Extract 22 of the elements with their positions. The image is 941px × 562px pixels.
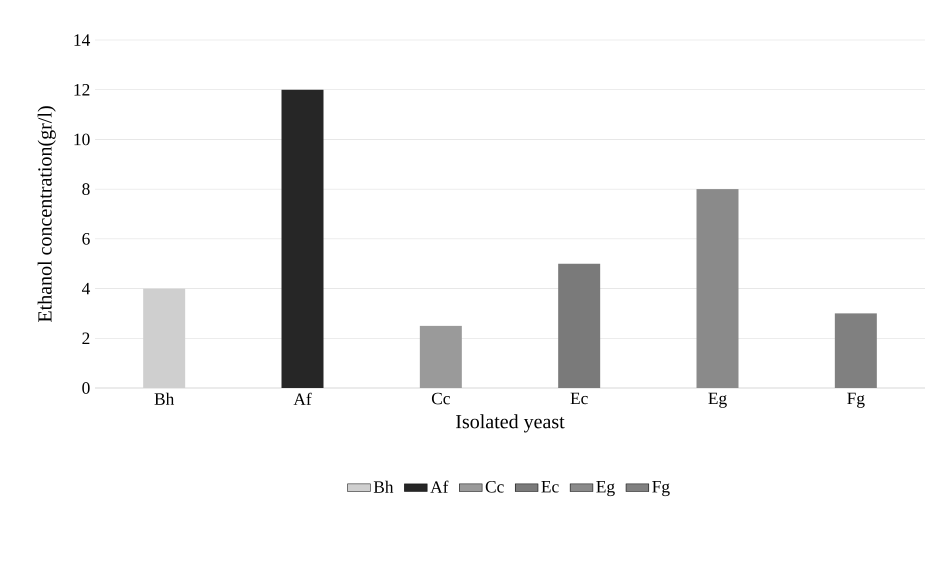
x-tick-label: Eg <box>708 392 727 408</box>
x-tick-label: Af <box>294 392 312 405</box>
y-tick-label: 4 <box>82 282 90 294</box>
legend-label: Bh <box>374 480 394 493</box>
y-tick-label: 6 <box>82 233 90 245</box>
x-tick-label: Ec <box>570 392 588 404</box>
y-axis-title: Ethanol concentration(gr/l) <box>38 106 56 322</box>
y-tick-label: 0 <box>82 382 90 394</box>
y-tick-label: 14 <box>74 34 90 46</box>
legend-label: Cc <box>486 480 504 493</box>
legend-label: Af <box>430 480 448 493</box>
y-tick-label: 8 <box>82 183 90 195</box>
x-tick-label: Bh <box>154 392 174 405</box>
legend-label: Eg <box>596 481 615 496</box>
legend-label: Ec <box>541 481 559 493</box>
y-tick-label: 12 <box>74 84 90 96</box>
y-tick-label: 10 <box>74 134 90 146</box>
x-tick-label: Fg <box>847 392 865 408</box>
y-tick-label: 2 <box>82 332 90 344</box>
legend-label: Fg <box>652 481 670 496</box>
x-tick-label: Cc <box>432 392 450 404</box>
x-axis-title: Isolated yeast <box>456 414 565 432</box>
